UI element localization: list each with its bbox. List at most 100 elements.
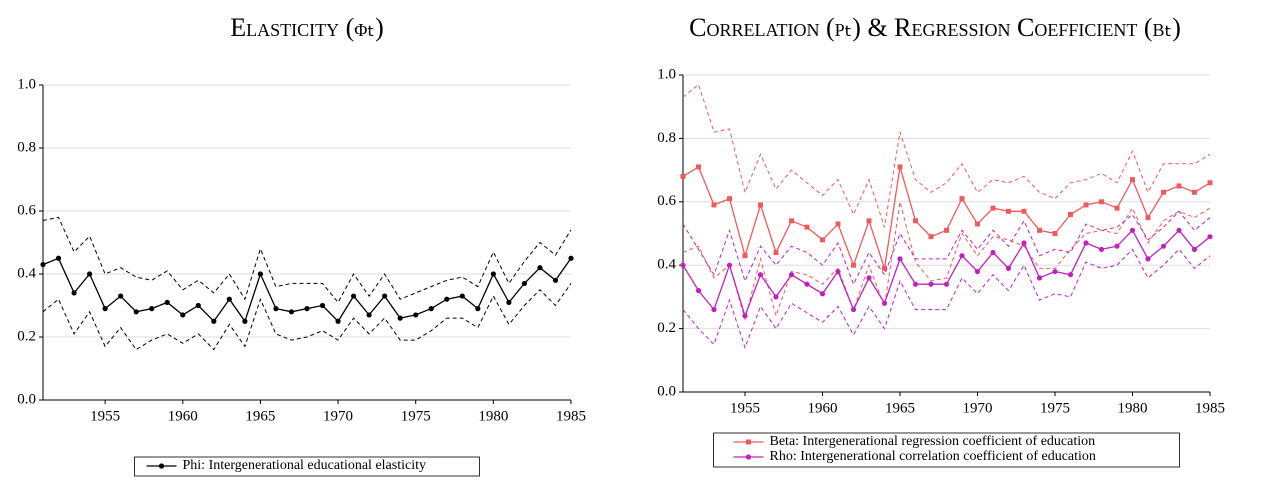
y-tick-label: 0.2 — [17, 328, 36, 344]
x-tick-label: 1985 — [1195, 400, 1225, 416]
marker — [727, 196, 732, 202]
marker — [226, 296, 232, 302]
marker — [459, 293, 465, 299]
chart-title: Elasticity (ϕₜ) — [230, 13, 384, 42]
marker — [180, 312, 186, 318]
marker — [102, 306, 108, 312]
x-tick-label: 1965 — [885, 400, 915, 416]
marker — [866, 275, 872, 281]
y-tick-label: 0.4 — [657, 257, 676, 273]
marker — [773, 294, 779, 300]
x-tick-label: 1960 — [808, 400, 838, 416]
marker — [912, 281, 919, 287]
marker — [788, 272, 795, 278]
marker — [711, 202, 717, 208]
marker — [975, 221, 980, 227]
marker — [742, 253, 748, 259]
marker — [1067, 272, 1074, 278]
marker — [866, 218, 872, 224]
marker — [195, 302, 201, 309]
marker — [680, 262, 686, 268]
marker — [86, 271, 93, 277]
band-line — [682, 210, 1211, 286]
marker — [913, 218, 918, 224]
marker — [1129, 227, 1136, 233]
y-tick-label: 1.0 — [657, 66, 676, 82]
x-tick-label: 1975 — [401, 408, 431, 424]
series-line — [682, 165, 1211, 269]
x-tick-label: 1960 — [168, 408, 198, 424]
marker — [851, 262, 856, 268]
marker — [757, 272, 764, 278]
chart-title: Correlation (ρₜ) & Regression Coefficien… — [689, 13, 1181, 42]
band-line — [682, 83, 1211, 228]
band-line — [682, 248, 1211, 350]
marker — [537, 265, 543, 271]
y-tick-label: 0.6 — [17, 202, 36, 218]
marker — [897, 164, 903, 170]
legend-box — [134, 456, 480, 477]
marker — [40, 261, 46, 268]
marker — [959, 196, 965, 202]
legend-marker — [746, 439, 751, 445]
marker — [897, 256, 903, 262]
y-tick-label: 0.8 — [17, 139, 36, 155]
y-tick-label: 0.0 — [657, 383, 676, 399]
marker — [149, 306, 155, 312]
marker — [928, 281, 934, 287]
marker — [726, 262, 733, 268]
legend-marker — [158, 463, 165, 469]
marker — [319, 302, 326, 309]
legend: Phi: Intergenerational educational elast… — [134, 456, 480, 477]
marker — [928, 234, 934, 240]
legend: Beta: Intergenerational regression coeff… — [713, 432, 1180, 468]
marker — [758, 202, 763, 208]
x-tick-label: 1975 — [1040, 400, 1070, 416]
marker — [1098, 246, 1105, 252]
marker — [288, 309, 295, 315]
marker — [71, 290, 77, 296]
marker — [711, 306, 717, 313]
marker — [1021, 208, 1027, 214]
marker — [850, 306, 857, 313]
marker — [695, 287, 702, 294]
legend-marker — [745, 454, 752, 460]
marker — [506, 299, 512, 305]
marker — [1114, 205, 1120, 211]
marker — [1083, 240, 1089, 246]
marker — [1052, 231, 1058, 236]
marker — [475, 306, 481, 312]
marker — [804, 281, 810, 287]
marker — [1207, 180, 1213, 186]
marker — [990, 205, 996, 211]
x-tick-label: 1970 — [323, 408, 353, 424]
marker — [1052, 268, 1058, 275]
marker — [1036, 275, 1043, 281]
marker — [1160, 243, 1167, 249]
band-line — [42, 216, 572, 304]
marker — [835, 268, 841, 275]
marker — [1161, 189, 1166, 195]
marker — [1145, 256, 1151, 262]
marker — [490, 271, 496, 277]
x-tick-label: 1955 — [90, 408, 120, 424]
marker — [881, 300, 888, 306]
marker — [944, 227, 949, 233]
marker — [1176, 227, 1182, 233]
marker — [1005, 265, 1012, 271]
marker — [366, 312, 372, 318]
marker — [820, 237, 825, 243]
marker — [974, 268, 981, 275]
marker — [164, 299, 170, 305]
marker — [55, 255, 62, 261]
marker — [382, 293, 388, 299]
marker — [304, 306, 310, 312]
marker — [257, 271, 264, 277]
marker — [1114, 243, 1120, 249]
marker — [1130, 177, 1135, 183]
band-line — [42, 283, 572, 351]
marker — [211, 318, 217, 324]
marker — [552, 277, 559, 283]
